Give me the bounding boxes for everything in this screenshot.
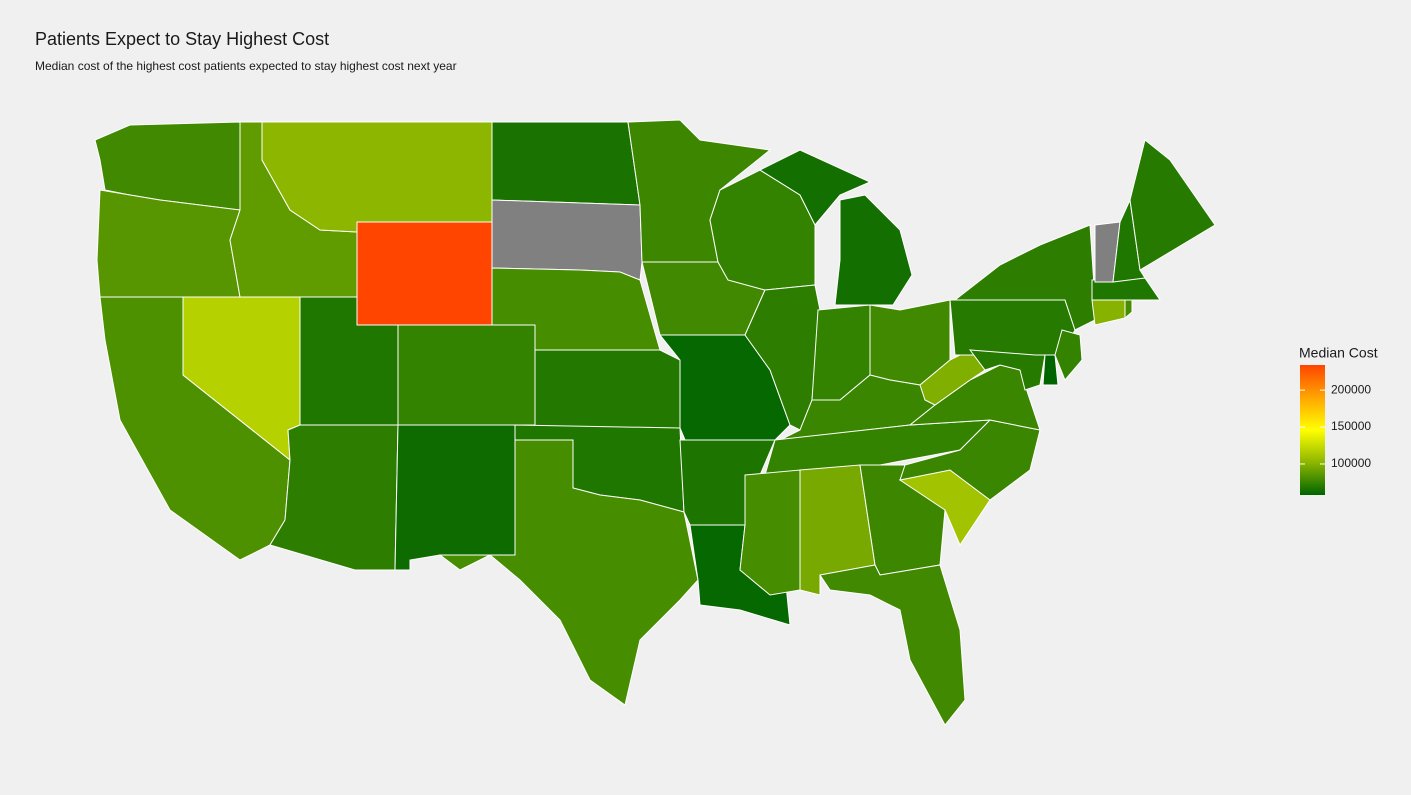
state: [269, 424, 399, 571]
legend: 100000 150000 200000: [1300, 382, 1371, 470]
chart-subtitle: Median cost of the highest cost patients…: [35, 59, 457, 73]
state: [1129, 139, 1216, 271]
state: [491, 199, 643, 281]
state: [397, 324, 536, 426]
state: [819, 564, 966, 726]
state: [1054, 329, 1083, 381]
colorbar: [1300, 365, 1325, 495]
state: [899, 419, 1041, 501]
state: [394, 424, 516, 571]
state: [834, 194, 913, 306]
state: [534, 349, 681, 429]
state: [919, 349, 986, 406]
state: [968, 349, 1046, 391]
state: [438, 439, 699, 706]
state: [491, 121, 641, 206]
legend-tick-label: 200000: [1331, 382, 1371, 396]
state: [1042, 354, 1059, 386]
legend-title: Median Cost: [1299, 345, 1378, 361]
legend-tick-label: 100000: [1331, 456, 1371, 470]
legend-tick-label: 150000: [1331, 419, 1371, 433]
state: [758, 149, 872, 226]
state: [356, 221, 493, 326]
state: [739, 469, 801, 596]
states: [94, 119, 1216, 726]
chart-title: Patients Expect to Stay Highest Cost: [35, 29, 329, 49]
state: [1112, 198, 1146, 283]
state: [949, 299, 1076, 356]
